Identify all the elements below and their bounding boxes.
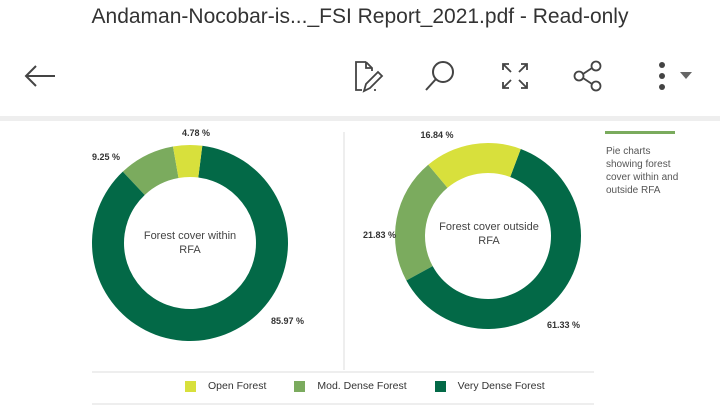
pie-slice-mod-dense-forest xyxy=(395,164,448,281)
data-label: 4.78 % xyxy=(182,128,210,138)
caption-rule xyxy=(605,131,675,134)
legend-open-forest: Open Forest xyxy=(185,380,266,392)
legend-swatch xyxy=(294,380,306,392)
legend-swatch xyxy=(434,380,446,392)
legend-label: Open Forest xyxy=(208,380,267,392)
legend-label: Mod. Dense Forest xyxy=(317,380,407,392)
fullscreen-icon[interactable] xyxy=(497,58,533,94)
back-arrow-icon[interactable] xyxy=(22,58,58,94)
data-label: 61.33 % xyxy=(547,320,580,330)
share-icon[interactable] xyxy=(570,58,606,94)
chart2-title-2: RFA xyxy=(478,235,500,247)
pie-slice-very-dense-forest xyxy=(406,148,581,329)
pie-slice-mod-dense-forest xyxy=(122,146,179,195)
search-icon[interactable] xyxy=(422,58,458,94)
legend: Open Forest Mod. Dense Forest Very Dense… xyxy=(185,380,545,392)
legend-label: Very Dense Forest xyxy=(457,380,545,392)
more-options-icon[interactable] xyxy=(648,58,698,94)
pie-slice-very-dense-forest xyxy=(91,145,288,342)
data-label: 9.25 % xyxy=(92,152,120,162)
pie-slice-open-forest xyxy=(428,143,521,188)
legend-mod-dense-forest: Mod. Dense Forest xyxy=(294,380,407,392)
legend-very-dense-forest: Very Dense Forest xyxy=(434,380,545,392)
chart1-title-2: RFA xyxy=(179,244,201,256)
data-label: 21.83 % xyxy=(363,230,396,240)
toolbar xyxy=(0,50,720,102)
chart1-title: Forest cover within xyxy=(144,230,236,242)
chart-caption: Pie charts showing forest cover within a… xyxy=(606,146,679,196)
edit-document-icon[interactable] xyxy=(350,58,386,94)
legend-swatch xyxy=(185,380,196,392)
document-title: Andaman-Nocobar-is..._FSI Report_2021.pd… xyxy=(91,5,629,28)
data-label: 16.84 % xyxy=(420,130,453,140)
pie-slice-open-forest xyxy=(172,145,203,179)
chart2-title: Forest cover outside xyxy=(439,221,539,233)
toolbar-divider xyxy=(0,116,720,121)
data-label: 85.97 % xyxy=(271,316,304,326)
